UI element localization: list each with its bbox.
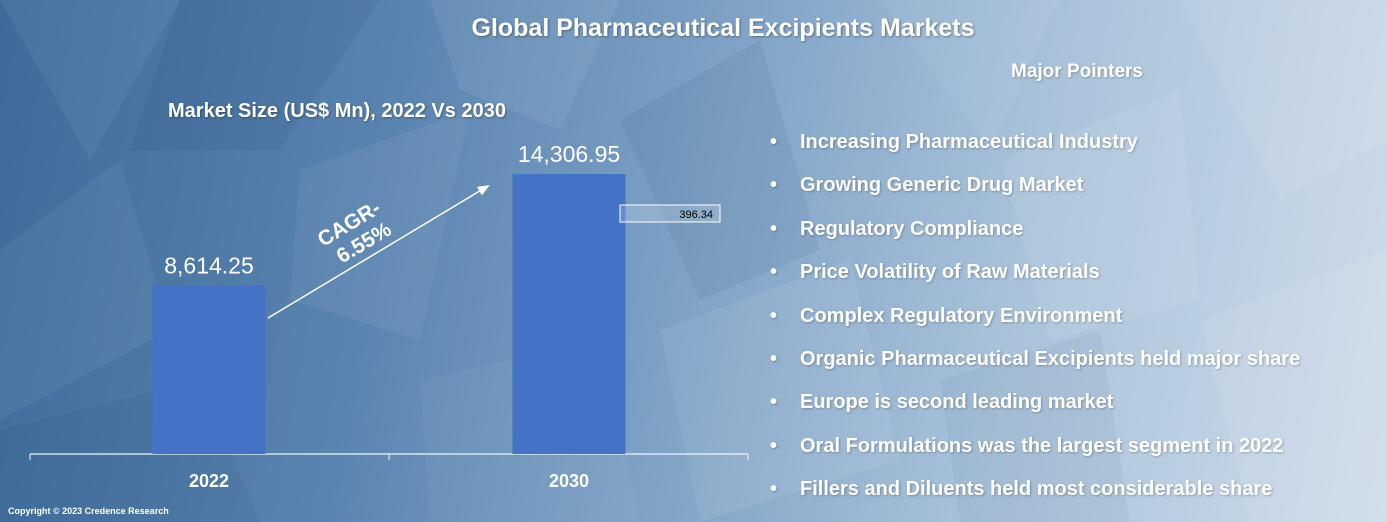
pointer-text: Fillers and Diluents held most considera… <box>800 478 1273 501</box>
bullet-icon: • <box>770 261 778 284</box>
pointer-text: Growing Generic Drug Market <box>800 174 1084 197</box>
bullet-icon: • <box>770 131 778 153</box>
callout: 396.34 <box>619 204 721 223</box>
bullet-icon: • <box>770 347 778 370</box>
pointer-text: Oral Formulations was the largest segmen… <box>800 434 1284 457</box>
pointer-text: Increasing Pharmaceutical Industry <box>800 131 1138 153</box>
pointer-item: • Organic Pharmaceutical Excipients held … <box>770 345 1300 388</box>
bar-2030 <box>512 174 626 454</box>
chart-title: Market Size (US$ Mn), 2022 Vs 2030 <box>168 100 506 122</box>
pointer-text: Organic Pharmaceutical Excipients held m… <box>800 347 1301 370</box>
value-label-2030: 14,306.95 <box>518 141 620 167</box>
copyright-text: Copyright © 2023 Credence Research <box>8 506 169 516</box>
pointer-text: Complex Regulatory Environment <box>800 304 1123 327</box>
bar-2022 <box>152 285 266 454</box>
pointer-text: Regulatory Compliance <box>800 217 1024 240</box>
bar-chart: 8,614.25 14,306.95 2022 2030 CAGR- 6.55% 3… <box>29 141 749 491</box>
pointer-item: • Increasing Pharmaceutical Industry <box>770 128 1300 171</box>
bullet-icon: • <box>770 217 778 240</box>
pointer-item: • Growing Generic Drug Market <box>770 171 1300 214</box>
pointer-item: • Oral Formulations was the largest segme… <box>770 432 1300 475</box>
bullet-icon: • <box>770 478 778 501</box>
pointer-list: • Increasing Pharmaceutical Industry • Grow… <box>770 128 1300 519</box>
pointer-text: Europe is second leading market <box>800 391 1114 414</box>
main-title: Global Pharmaceutical Excipients Markets <box>471 14 975 42</box>
category-label-2022: 2022 <box>189 471 229 491</box>
bullet-icon: • <box>770 391 778 414</box>
cagr-label: CAGR- 6.55% <box>314 193 402 272</box>
value-label-2022: 8,614.25 <box>164 252 254 278</box>
bullet-icon: • <box>770 174 778 197</box>
pointer-item: • Price Volatility of Raw Materials <box>770 258 1300 301</box>
callout-label: 396.34 <box>679 209 713 221</box>
pointer-text: Price Volatility of Raw Materials <box>800 261 1100 284</box>
bullet-icon: • <box>770 434 778 457</box>
pointer-item: • Fillers and Diluents held most consider… <box>770 475 1300 518</box>
pointer-item: • Europe is second leading market <box>770 388 1300 431</box>
callout-box <box>619 204 721 223</box>
cagr-arrow <box>267 184 490 319</box>
pointer-item: • Complex Regulatory Environment <box>770 302 1300 345</box>
pointer-item: • Regulatory Compliance <box>770 215 1300 258</box>
bullet-icon: • <box>770 304 778 327</box>
pointers-title: Major Pointers <box>1011 61 1143 82</box>
category-label-2030: 2030 <box>549 471 589 491</box>
